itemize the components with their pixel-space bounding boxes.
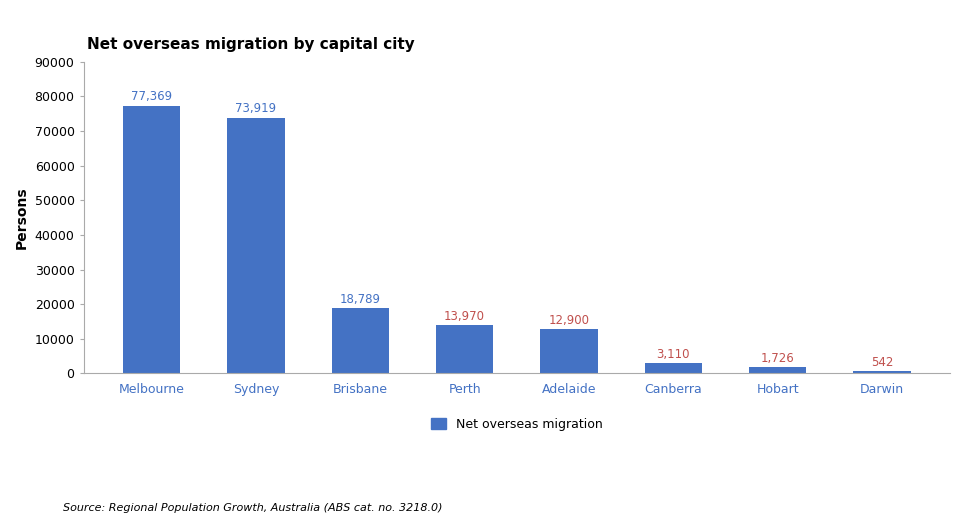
Bar [853, 371, 911, 373]
Text: 3,110: 3,110 [656, 347, 690, 360]
Bar [228, 118, 285, 373]
Bar [645, 362, 702, 373]
Text: Source: Regional Population Growth, Australia (ABS cat. no. 3218.0): Source: Regional Population Growth, Aust… [63, 503, 442, 513]
Bar [540, 328, 597, 373]
Text: 12,900: 12,900 [548, 314, 590, 327]
Text: Net overseas migration by capital city: Net overseas migration by capital city [87, 37, 415, 52]
Legend: Net overseas migration: Net overseas migration [426, 413, 608, 436]
Text: 542: 542 [870, 356, 894, 369]
Text: 1,726: 1,726 [760, 353, 794, 365]
Y-axis label: Persons: Persons [15, 186, 29, 249]
Bar [332, 309, 389, 373]
Bar [123, 106, 180, 373]
Text: 73,919: 73,919 [235, 103, 277, 116]
Text: 13,970: 13,970 [444, 310, 485, 323]
Bar [749, 367, 807, 373]
Text: 77,369: 77,369 [131, 90, 172, 104]
Text: 18,789: 18,789 [340, 293, 381, 306]
Bar [436, 325, 493, 373]
